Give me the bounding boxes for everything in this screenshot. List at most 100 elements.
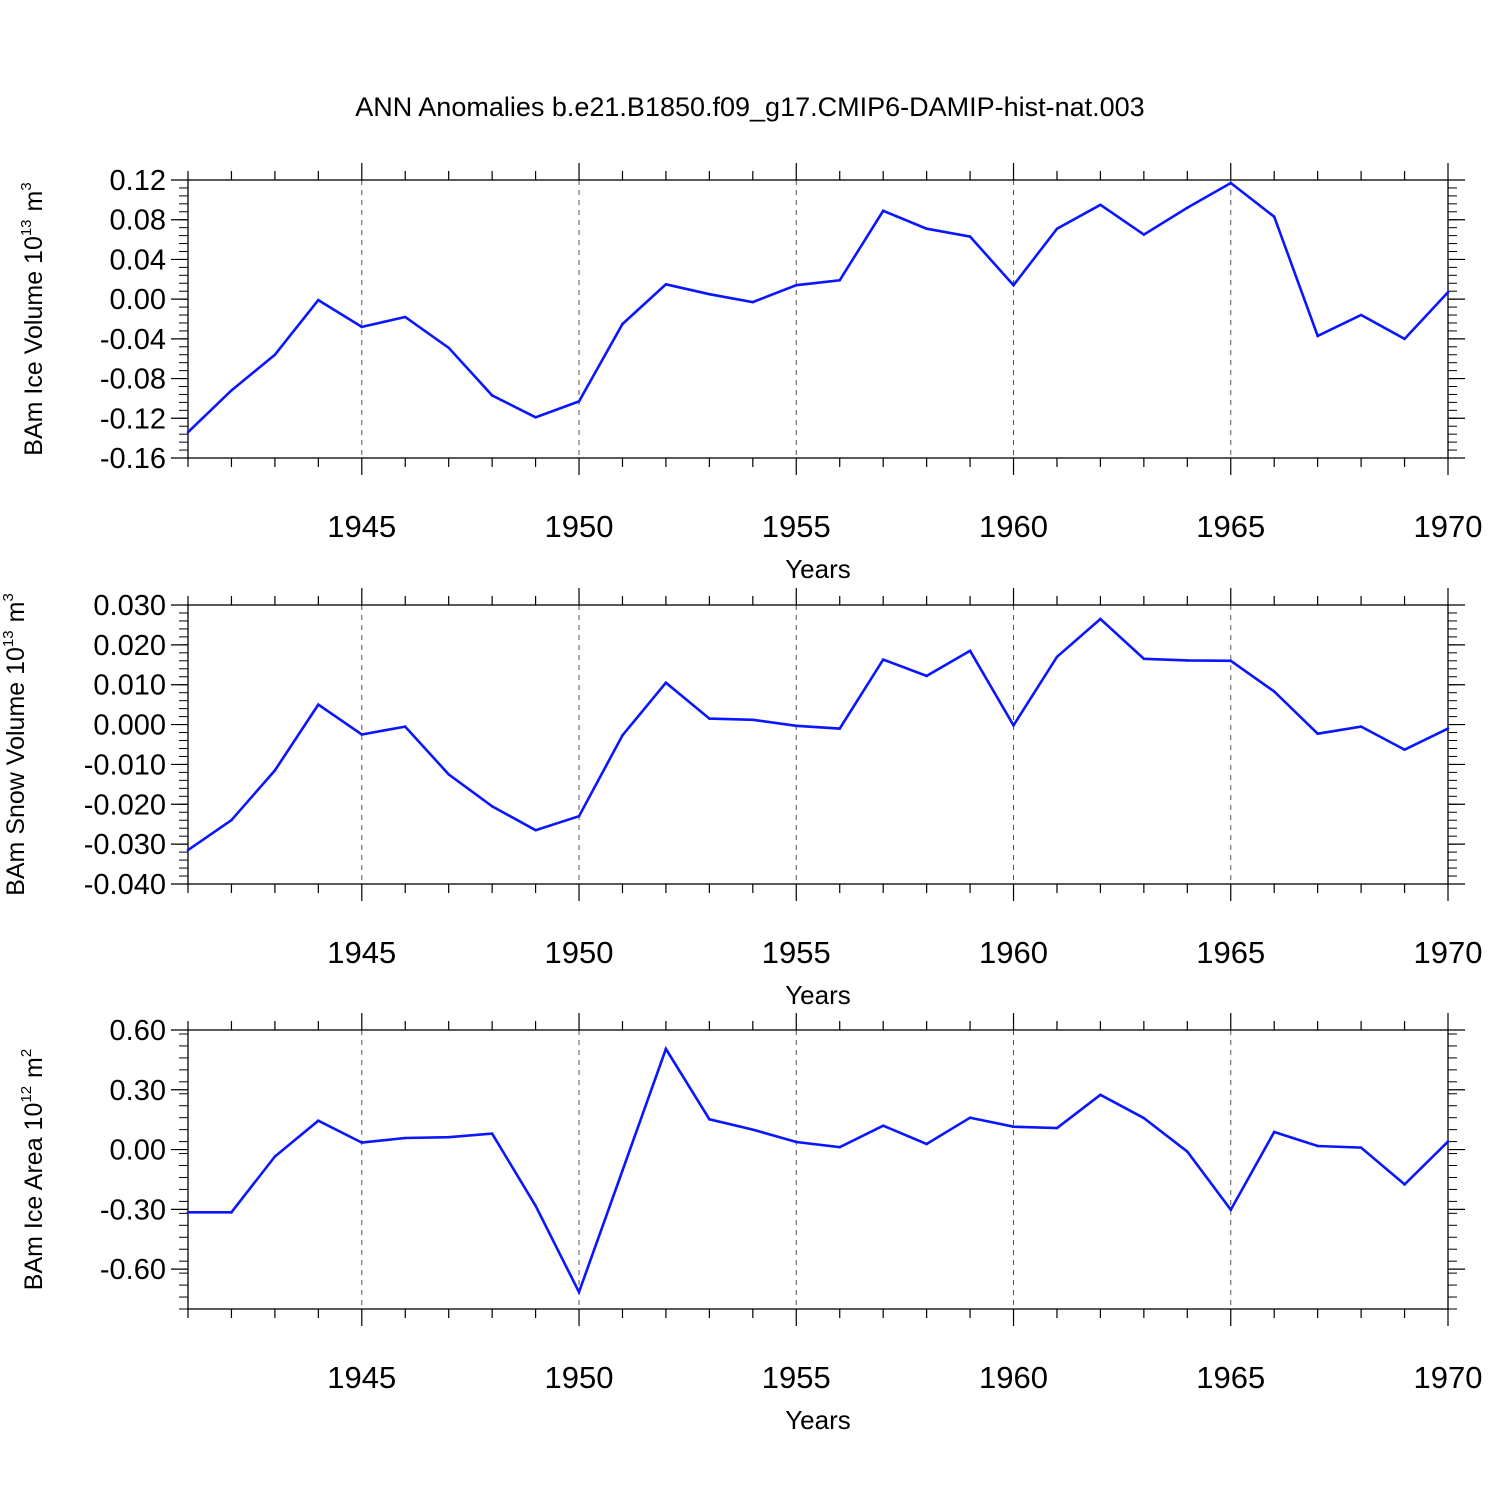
- ice-area-y-axis-label: BAm Ice Area 1012 m2: [18, 1049, 48, 1290]
- snow-volume-y-axis-label: BAm Snow Volume 1013 m3: [0, 593, 30, 896]
- ice-volume-y-axis-label-part-3: 3: [18, 182, 35, 190]
- snow-volume-xtick-label-1965: 1965: [1196, 935, 1265, 970]
- snow-volume-point-1966: [1272, 690, 1276, 693]
- ice-area-point-1953: [708, 1117, 711, 1121]
- ice-volume-point-1960: [1012, 283, 1015, 287]
- snow-volume-point-1958: [925, 674, 928, 678]
- ice-area-x-axis-label: Years: [785, 1405, 851, 1435]
- ice-volume-point-1968: [1359, 313, 1363, 317]
- ice-area-point-1963: [1142, 1116, 1146, 1120]
- snow-volume-ytick-label-4: -0.010: [84, 749, 166, 781]
- snow-volume-point-1944: [317, 703, 320, 706]
- ice-volume-point-1957: [881, 209, 885, 213]
- snow-volume-ytick-label-0: 0.030: [93, 590, 166, 622]
- ice-volume-xtick-label-1945: 1945: [327, 509, 396, 544]
- snow-volume-xtick-label-1960: 1960: [979, 935, 1048, 970]
- ice-volume-ytick-label-2: 0.04: [110, 244, 166, 276]
- ice-volume-point-1959: [968, 235, 972, 238]
- snow-volume-point-1953: [708, 717, 711, 720]
- snow-volume-xtick-label-1955: 1955: [762, 935, 831, 970]
- ice-area-ytick-label-1: 0.30: [110, 1075, 166, 1107]
- ice-volume-point-1955: [794, 283, 798, 287]
- snow-volume-point-1969: [1403, 748, 1406, 751]
- ice-area-point-1956: [838, 1145, 842, 1149]
- ice-area-point-1952: [664, 1047, 668, 1051]
- ice-volume-point-1962: [1099, 203, 1102, 207]
- ice-area-point-1964: [1186, 1150, 1189, 1153]
- snow-volume-point-1956: [838, 727, 842, 730]
- figure-title: ANN Anomalies b.e21.B1850.f09_g17.CMIP6-…: [355, 92, 1144, 122]
- snow-volume-ytick-label-3: 0.000: [93, 710, 166, 742]
- ice-area-point-1968: [1359, 1146, 1363, 1149]
- ice-area-y-axis-label-part-2: m: [20, 1057, 48, 1078]
- snow-volume-point-1954: [751, 718, 755, 722]
- snow-volume-point-1970: [1446, 727, 1450, 730]
- ice-area-xtick-label-1965: 1965: [1196, 1360, 1265, 1395]
- snow-volume-ytick-label-2: 0.010: [93, 670, 166, 702]
- ice-volume-y-axis-label-part-2: m: [20, 191, 48, 212]
- ice-volume-point-1950: [577, 400, 581, 403]
- snow-volume-y-axis-label-part-3: 3: [0, 593, 17, 601]
- snow-volume-point-1963: [1142, 657, 1146, 661]
- ice-area-series-line: [188, 1045, 1449, 1296]
- ice-area-point-1966: [1272, 1130, 1276, 1134]
- ice-volume-y-axis-label-part-0: BAm Ice Volume 10: [20, 236, 48, 456]
- ice-volume-ytick-label-1: 0.08: [110, 205, 166, 237]
- ice-volume-xtick-label-1950: 1950: [545, 509, 614, 544]
- ice-area-point-1943: [273, 1155, 277, 1158]
- ice-area-xtick-label-1970: 1970: [1414, 1360, 1483, 1395]
- ice-volume-point-1958: [925, 227, 928, 230]
- ice-volume-point-1941: [186, 430, 190, 434]
- ice-volume-point-1967: [1316, 334, 1319, 338]
- ice-volume-point-1948: [490, 394, 494, 397]
- ice-volume-ytick-label-5: -0.08: [100, 364, 166, 396]
- snow-volume-point-1948: [490, 804, 494, 808]
- ice-volume-point-1964: [1186, 206, 1189, 210]
- snow-volume-point-1943: [273, 769, 277, 772]
- ice-volume-y-axis-label: BAm Ice Volume 1013 m3: [18, 182, 48, 455]
- snow-volume-point-1962: [1099, 617, 1102, 621]
- ice-volume-ytick-label-6: -0.12: [100, 403, 166, 435]
- ice-area-point-1954: [751, 1128, 755, 1131]
- ice-volume-point-1965: [1229, 181, 1233, 185]
- ice-volume-ytick-label-3: 0.00: [110, 284, 166, 316]
- ice-area-point-1947: [447, 1135, 450, 1139]
- ice-area-xtick-label-1955: 1955: [762, 1360, 831, 1395]
- snow-volume-y-axis-label-part-0: BAm Snow Volume 10: [2, 647, 30, 896]
- ice-area-point-1962: [1099, 1093, 1102, 1097]
- ice-volume-point-1942: [230, 389, 233, 392]
- ice-volume-point-1954: [751, 300, 755, 304]
- ice-volume-series-line: [187, 181, 1449, 434]
- ice-volume-point-1947: [447, 346, 450, 350]
- ice-volume-point-1946: [403, 315, 407, 319]
- snow-volume-point-1967: [1316, 732, 1319, 736]
- snow-volume-ytick-label-5: -0.020: [84, 789, 166, 821]
- snow-volume-ytick-label-1: 0.020: [93, 630, 166, 662]
- ice-area-point-1969: [1403, 1183, 1406, 1186]
- snow-volume-ytick-label-6: -0.030: [84, 829, 166, 861]
- snow-volume-point-1952: [664, 681, 668, 685]
- snow-volume-point-1945: [360, 733, 364, 736]
- ice-volume-xtick-label-1965: 1965: [1196, 509, 1265, 544]
- snow-volume-point-1955: [794, 724, 798, 728]
- ice-area-point-1951: [621, 1169, 624, 1172]
- ice-volume-point-1943: [273, 353, 277, 357]
- ice-area-point-1948: [490, 1132, 494, 1135]
- snow-volume-point-1965: [1229, 659, 1233, 663]
- ice-area-ytick-label-4: -0.60: [100, 1254, 166, 1286]
- ice-area-point-1944: [317, 1119, 320, 1122]
- ice-area-point-1946: [403, 1136, 407, 1140]
- snow-volume-point-1957: [881, 658, 885, 661]
- ice-volume-point-1969: [1403, 337, 1406, 341]
- ice-volume-ytick-label-4: -0.04: [100, 324, 166, 356]
- snow-volume-point-1941: [186, 848, 190, 852]
- snow-volume-point-1949: [534, 828, 537, 832]
- ice-volume-point-1944: [317, 298, 320, 302]
- snow-volume-frame: [187, 604, 1449, 885]
- ice-area-xtick-label-1960: 1960: [979, 1360, 1048, 1395]
- snow-volume-y-axis-label-part-1: 13: [0, 630, 17, 647]
- ice-area-point-1957: [881, 1124, 885, 1127]
- ice-volume-xtick-label-1970: 1970: [1414, 509, 1483, 544]
- ice-area-ytick-label-2: 0.00: [110, 1135, 166, 1167]
- ice-volume-ytick-label-0: 0.12: [110, 165, 166, 197]
